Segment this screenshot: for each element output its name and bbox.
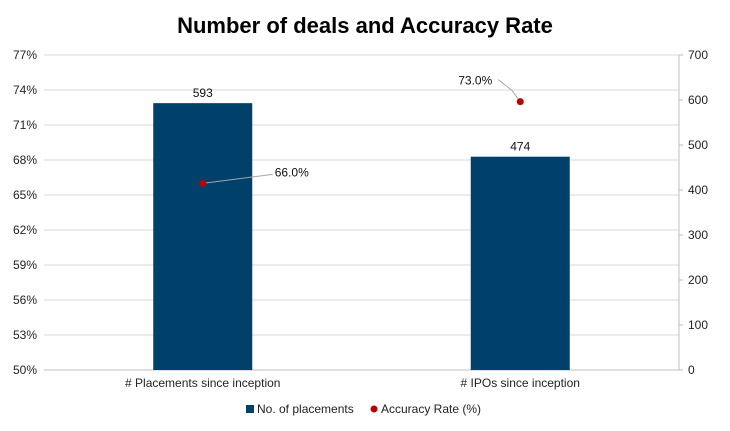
- right-tick-label: 600: [688, 93, 708, 107]
- leader-line: [497, 79, 521, 102]
- bar-ipos: [470, 156, 570, 370]
- bar-series: [153, 103, 570, 371]
- accuracy-value-label: 73.0%: [458, 74, 492, 88]
- left-tick-label: 68%: [13, 153, 37, 167]
- chart-title: Number of deals and Accuracy Rate: [177, 13, 553, 38]
- bar-value-label: 593: [193, 86, 213, 100]
- bar-value-label: 474: [510, 140, 530, 154]
- accuracy-labels: 66.0% 73.0%: [275, 74, 493, 180]
- bar-labels: 593 474: [193, 86, 531, 154]
- left-tick-label: 56%: [13, 293, 37, 307]
- accuracy-point: [199, 179, 207, 187]
- right-tick-label: 100: [688, 318, 708, 332]
- leader-line: [202, 173, 273, 184]
- legend-swatch-accuracy: [370, 405, 378, 413]
- category-axis: # Placements since inception # IPOs since…: [125, 376, 580, 390]
- left-tick-label: 71%: [13, 118, 37, 132]
- accuracy-point: [516, 98, 524, 106]
- legend-label-placements: No. of placements: [257, 402, 354, 416]
- left-tick-label: 50%: [13, 363, 37, 377]
- legend-swatch-placements: [246, 405, 254, 413]
- right-tick-label: 500: [688, 138, 708, 152]
- legend: No. of placements Accuracy Rate (%): [246, 402, 481, 416]
- right-axis: 0 100 200 300 400 500 600 700: [678, 48, 708, 377]
- left-tick-label: 65%: [13, 188, 37, 202]
- right-tick-label: 700: [688, 48, 708, 62]
- category-label: # Placements since inception: [125, 376, 280, 390]
- right-tick-label: 0: [688, 363, 695, 377]
- left-axis: 50% 53% 56% 59% 62% 65% 68% 71% 74% 77%: [13, 48, 37, 377]
- left-tick-label: 77%: [13, 48, 37, 62]
- right-tick-label: 400: [688, 183, 708, 197]
- bar-placements: [153, 103, 253, 371]
- right-tick-label: 200: [688, 273, 708, 287]
- left-tick-label: 53%: [13, 328, 37, 342]
- accuracy-value-label: 66.0%: [275, 165, 309, 179]
- left-tick-label: 62%: [13, 223, 37, 237]
- left-tick-label: 74%: [13, 83, 37, 97]
- legend-label-accuracy: Accuracy Rate (%): [381, 402, 481, 416]
- gridlines: [44, 54, 679, 371]
- right-tick-label: 300: [688, 228, 708, 242]
- category-label: # IPOs since inception: [461, 376, 580, 390]
- leader-lines: [202, 79, 521, 184]
- accuracy-points: [199, 98, 524, 187]
- left-tick-label: 59%: [13, 258, 37, 272]
